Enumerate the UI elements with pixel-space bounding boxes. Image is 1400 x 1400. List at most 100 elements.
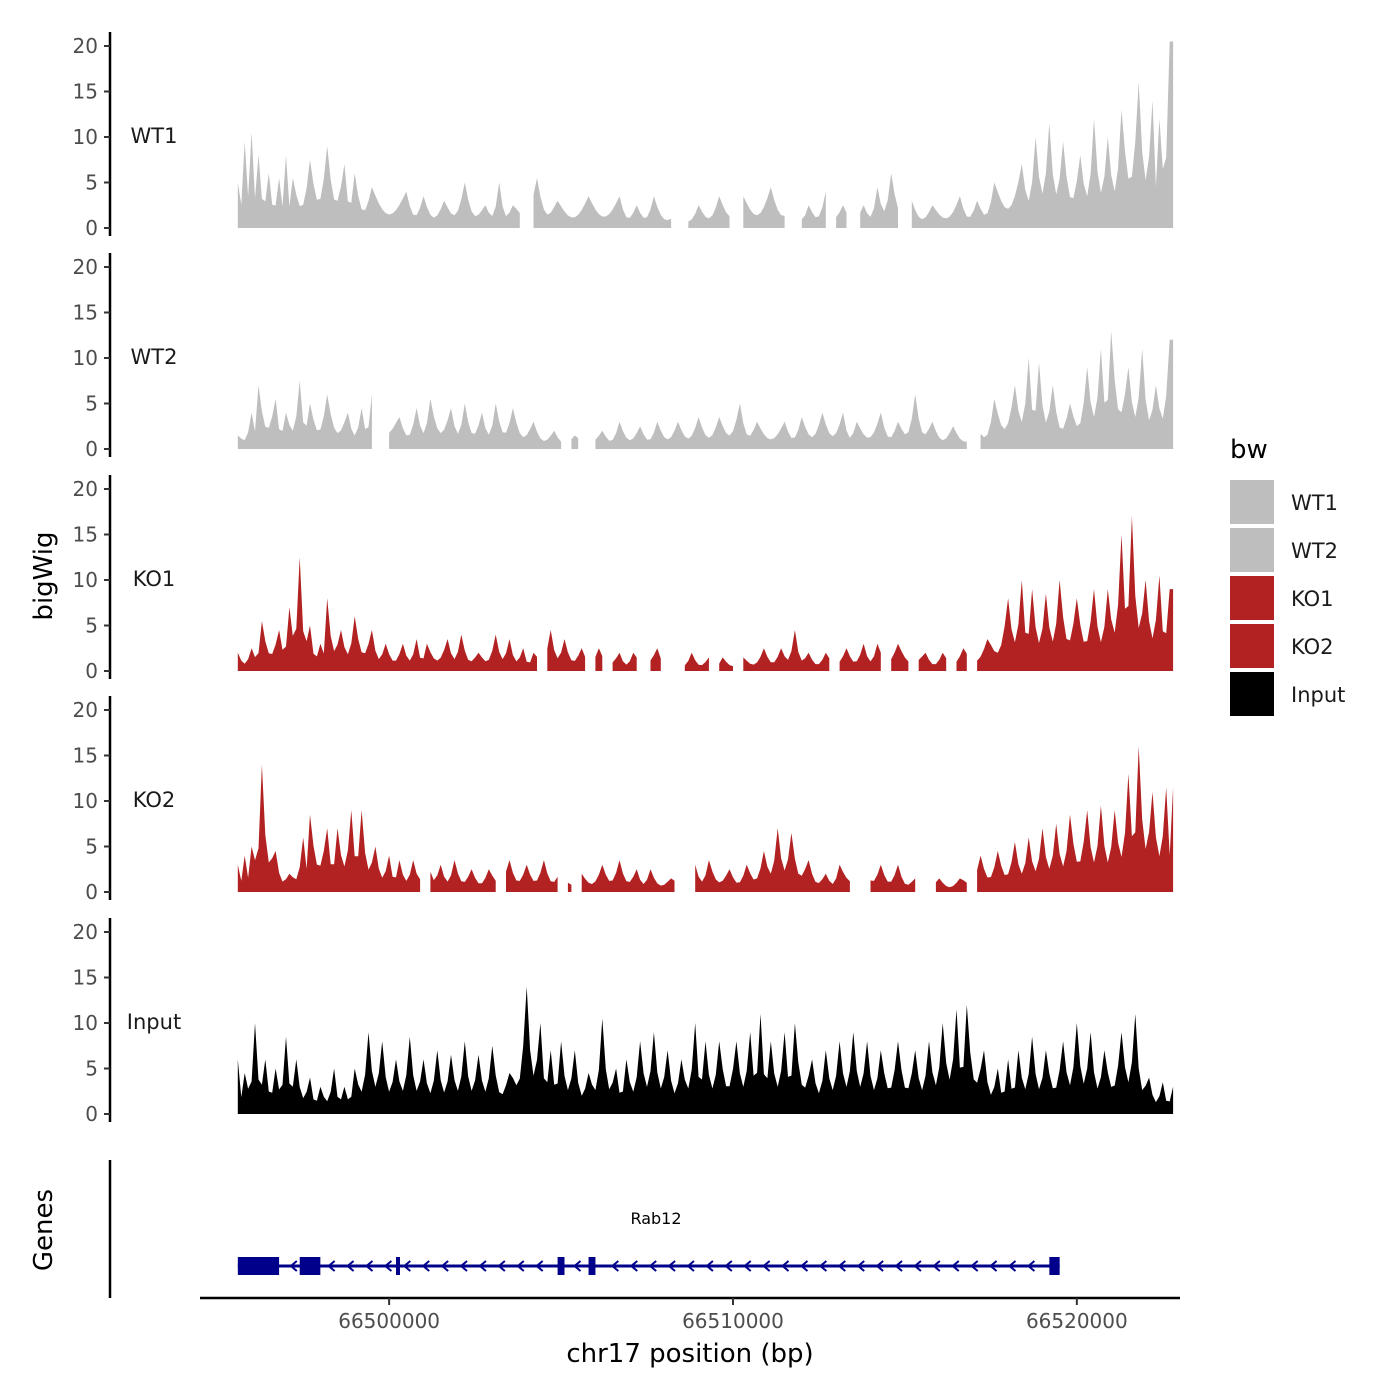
y-tick-label: 20	[73, 34, 98, 58]
area-segment-wt1	[743, 187, 785, 228]
track-label-ko1: KO1	[133, 567, 176, 591]
strand-arrow	[497, 1260, 506, 1272]
strand-arrow	[894, 1260, 903, 1272]
legend-key-wt2	[1230, 528, 1274, 572]
y-tick-label: 15	[73, 523, 98, 547]
strand-arrow	[762, 1260, 771, 1272]
track-label-ko2: KO2	[133, 788, 176, 812]
y-tick-label: 0	[85, 1102, 98, 1126]
area-segment-wt2	[595, 394, 967, 449]
area-segment-ko1	[891, 643, 909, 671]
area-segment-wt1	[533, 178, 672, 228]
x-tick-label: 66520000	[1026, 1309, 1128, 1333]
y-tick-label: 5	[85, 835, 98, 859]
strand-arrow	[421, 1260, 430, 1272]
strand-arrow	[743, 1260, 752, 1272]
legend-key-ko1	[1230, 576, 1274, 620]
area-segment-wt2	[571, 435, 579, 449]
strand-arrow	[364, 1260, 374, 1272]
area-segment-ko1	[743, 630, 830, 671]
area-segment-ko1	[650, 648, 661, 671]
track-panel-input: 0 5 10 15 20 Input	[73, 918, 1174, 1126]
strand-arrow	[875, 1260, 884, 1272]
area-segment-ko1	[956, 648, 967, 671]
strand-arrow	[346, 1260, 355, 1272]
y-tick-label: 0	[85, 880, 98, 904]
track-label-wt1: WT1	[131, 124, 178, 148]
signal-tracks: 0 5 10 15 20 WT1 0 5 10 15 20 WT2 0 5 10 15 20 KO1 0 5 10 15 2…	[73, 32, 1174, 1126]
gene-name-label: Rab12	[630, 1209, 681, 1228]
legend-key-input	[1230, 672, 1274, 716]
area-segment-input	[237, 986, 1174, 1114]
y-tick-label: 20	[73, 920, 98, 944]
area-segment-wt1	[860, 173, 898, 228]
area-segment-ko2	[506, 860, 558, 892]
area-segment-ko1	[547, 630, 586, 671]
y-tick-label: 15	[73, 80, 98, 104]
y-tick-label: 10	[73, 789, 98, 813]
strand-arrow	[818, 1260, 828, 1272]
area-segment-ko2	[567, 882, 572, 892]
y-tick-label: 0	[85, 437, 98, 461]
area-segment-wt2	[980, 330, 1174, 449]
area-segment-wt1	[688, 196, 730, 228]
gene-track-panel	[108, 1160, 1060, 1298]
strand-arrow	[535, 1260, 544, 1272]
strand-arrow	[478, 1260, 487, 1272]
strand-arrow	[383, 1260, 393, 1272]
x-tick-label: 66500000	[338, 1309, 440, 1333]
strand-arrow	[459, 1260, 468, 1272]
y-tick-label: 20	[73, 477, 98, 501]
strand-arrow	[402, 1260, 411, 1272]
area-segment-ko2	[695, 828, 850, 892]
strand-arrow	[856, 1260, 865, 1272]
legend-title: bw	[1230, 435, 1268, 465]
strand-arrow	[1007, 1260, 1017, 1272]
area-segment-ko1	[684, 652, 709, 671]
area-segment-ko2	[430, 860, 496, 892]
strand-arrow	[932, 1260, 941, 1272]
strand-arrow	[970, 1260, 979, 1272]
y-tick-label: 10	[73, 1011, 98, 1035]
strand-arrow	[989, 1260, 998, 1272]
area-segment-wt2	[237, 380, 372, 449]
legend-label-input: Input	[1291, 683, 1345, 707]
area-segment-ko1	[719, 657, 733, 671]
genes-axis-title: Genes	[29, 1189, 59, 1271]
track-panel-ko2: 0 5 10 15 20 KO2	[73, 696, 1174, 904]
area-segment-ko1	[612, 652, 637, 671]
y-tick-label: 15	[73, 966, 98, 990]
track-panel-ko1: 0 5 10 15 20 KO1	[73, 475, 1174, 683]
y-tick-label: 20	[73, 255, 98, 279]
strand-arrow	[648, 1260, 657, 1272]
area-segment-ko2	[977, 746, 1174, 892]
y-tick-label: 15	[73, 744, 98, 768]
strand-arrow	[1026, 1260, 1036, 1272]
strand-arrow	[516, 1260, 525, 1272]
area-segment-ko2	[935, 878, 967, 892]
legend-key-wt1	[1230, 480, 1274, 524]
area-segment-ko1	[918, 652, 947, 671]
y-tick-label: 5	[85, 392, 98, 416]
legend: WT1 WT2 KO1 KO2 Input	[1230, 480, 1345, 716]
strand-arrow	[572, 1260, 582, 1272]
area-segment-ko2	[237, 764, 421, 892]
y-tick-label: 10	[73, 346, 98, 370]
x-tick-label: 66510000	[682, 1309, 784, 1333]
area-segment-ko1	[595, 648, 603, 671]
area-segment-wt1	[237, 132, 520, 228]
strand-arrow	[289, 1260, 298, 1272]
track-panel-wt2: 0 5 10 15 20 WT2	[73, 253, 1174, 461]
strand-arrow	[686, 1260, 695, 1272]
strand-arrow	[951, 1260, 960, 1272]
strand-arrow	[913, 1260, 922, 1272]
area-segment-ko2	[870, 864, 916, 892]
y-tick-label: 0	[85, 216, 98, 240]
x-axis-title: chr17 position (bp)	[566, 1339, 813, 1369]
gene-exon	[396, 1257, 400, 1275]
track-label-input: Input	[127, 1010, 181, 1034]
strand-arrow	[705, 1260, 714, 1272]
track-panel-wt1: 0 5 10 15 20 WT1	[73, 32, 1174, 240]
area-segment-ko1	[839, 643, 881, 671]
